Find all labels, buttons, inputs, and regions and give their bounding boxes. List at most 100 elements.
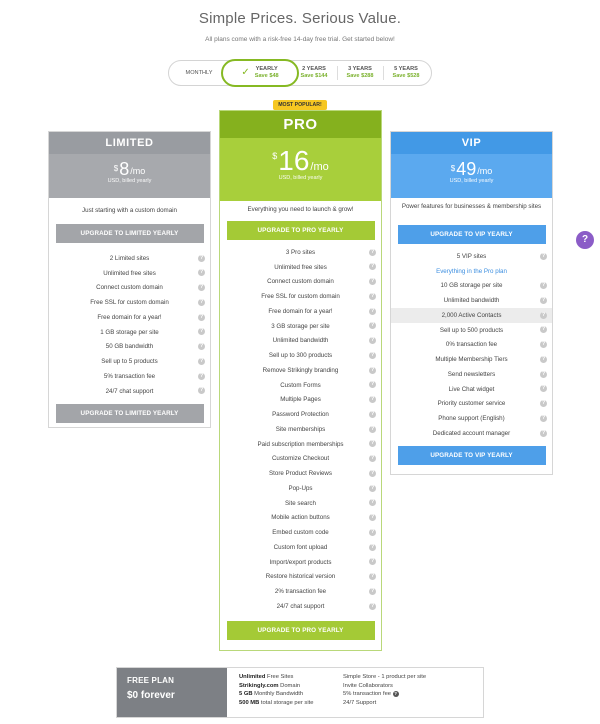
feature-item: Free domain for a year!?	[49, 310, 210, 325]
help-circle-icon[interactable]: ?	[369, 573, 376, 580]
help-circle-icon[interactable]: ?	[369, 381, 376, 389]
help-circle-icon[interactable]: ?	[369, 558, 376, 566]
billing-option-2-years[interactable]: 2 YEARS Save $144	[291, 61, 337, 85]
help-circle-icon[interactable]: ?	[540, 370, 547, 378]
help-circle-icon[interactable]: ?	[369, 248, 376, 256]
feature-item: 0% transaction fee?	[391, 338, 552, 353]
upgrade-limited-button[interactable]: UPGRADE TO LIMITED YEARLY	[55, 224, 204, 243]
help-circle-icon[interactable]: ?	[369, 278, 376, 285]
help-circle-icon[interactable]: ?	[369, 499, 376, 507]
upgrade-pro-button-bottom[interactable]: UPGRADE TO PRO YEARLY	[226, 620, 375, 640]
help-circle-icon[interactable]: ?	[540, 429, 547, 437]
billing-option-5-years[interactable]: 5 YEARS Save $528	[383, 61, 429, 85]
help-circle-icon[interactable]: ?	[198, 313, 205, 321]
help-circle-icon[interactable]: ?	[369, 543, 376, 551]
feature-item: Multiple Pages?	[220, 393, 381, 408]
billing-option-savings: Save $288	[346, 73, 374, 79]
help-circle-icon[interactable]: ?	[369, 292, 376, 300]
price-period: /mo	[130, 166, 146, 176]
feature-label: Unlimited bandwidth	[272, 337, 329, 345]
help-circle-icon[interactable]: ?	[369, 440, 376, 448]
help-circle-icon[interactable]: ?	[369, 469, 376, 477]
help-circle-icon[interactable]: ?	[198, 343, 205, 350]
billing-option-monthly[interactable]: MONTHLY	[173, 61, 225, 85]
help-circle-icon[interactable]: ?	[540, 282, 547, 289]
billing-option-savings: Save $48	[254, 73, 279, 79]
feature-item: Free SSL for custom domain?	[49, 295, 210, 310]
feature-label: Free domain for a year!	[268, 307, 333, 315]
feature-label: Password Protection	[272, 411, 329, 419]
plan-name: VIP	[391, 132, 552, 154]
upgrade-limited-button-bottom[interactable]: UPGRADE TO LIMITED YEARLY	[55, 403, 204, 423]
help-circle-icon[interactable]: ?	[198, 387, 205, 395]
plan-price: $ 16 /mo USD, billed yearly	[220, 138, 381, 201]
help-circle-icon[interactable]: ?	[540, 385, 547, 393]
help-circle-icon[interactable]: ?	[198, 372, 205, 380]
feature-item: 3 Pro sites?	[220, 245, 381, 260]
feature-item: 1 GB storage per site?	[49, 325, 210, 340]
feature-label: Sell up to 300 products	[268, 352, 333, 360]
help-circle-icon[interactable]: ?	[540, 296, 547, 304]
help-circle-icon[interactable]: ?	[198, 328, 205, 336]
help-circle-icon[interactable]: ?	[369, 602, 376, 610]
plan-price: $ 8 /mo USD, billed yearly	[49, 154, 210, 198]
upgrade-pro-button[interactable]: UPGRADE TO PRO YEARLY	[226, 221, 375, 240]
feature-label: 1 GB storage per site	[100, 328, 159, 336]
feature-label: Phone support (English)	[438, 415, 505, 423]
help-circle-icon[interactable]: ?	[369, 322, 376, 330]
help-circle-icon[interactable]: ?	[369, 528, 376, 536]
feature-item: Unlimited bandwidth?	[220, 334, 381, 349]
upgrade-vip-button-bottom[interactable]: UPGRADE TO VIP YEARLY	[397, 445, 546, 465]
help-circle-icon[interactable]: ?	[369, 307, 376, 315]
price-period: /mo	[477, 166, 493, 176]
feature-item: 24/7 chat support?	[220, 599, 381, 614]
help-circle-icon[interactable]: ?	[540, 311, 547, 319]
help-circle-icon[interactable]: ?	[369, 587, 376, 595]
help-circle-icon[interactable]: ?	[369, 366, 376, 374]
help-circle-icon[interactable]: ?	[198, 269, 205, 277]
help-circle-icon[interactable]: ?	[198, 357, 205, 365]
help-circle-icon[interactable]: ?	[540, 414, 547, 422]
free-plan-features-col-2: Simple Store - 1 product per site Invite…	[343, 673, 426, 708]
help-circle-icon[interactable]: ?	[198, 298, 205, 306]
help-circle-icon[interactable]: ?	[369, 396, 376, 403]
upgrade-vip-button[interactable]: UPGRADE TO VIP YEARLY	[397, 225, 546, 244]
help-circle-icon[interactable]: ?	[540, 326, 547, 334]
help-circle-icon[interactable]: ?	[540, 341, 547, 348]
plan-tagline: Power features for businesses & membersh…	[401, 203, 542, 210]
help-circle-icon[interactable]: ?	[369, 425, 376, 433]
feature-item: Restore historical version?	[220, 570, 381, 585]
help-circle-icon[interactable]: ?	[369, 455, 376, 462]
help-circle-icon[interactable]: ?	[198, 284, 205, 291]
free-feature: 24/7 Support	[343, 700, 377, 707]
feature-item: Unlimited free sites?	[220, 260, 381, 275]
free-plan-features-col-1: Unlimited Free Sites Strikingly.com Doma…	[239, 673, 313, 708]
price-currency: $	[113, 164, 119, 173]
help-chat-icon[interactable]: ?	[576, 231, 594, 249]
price-currency: $	[450, 164, 456, 173]
help-circle-icon[interactable]: ?	[540, 355, 547, 363]
feature-item: Dedicated account manager?	[391, 426, 552, 441]
help-circle-icon[interactable]: ?	[369, 484, 376, 492]
feature-item: Site search?	[220, 496, 381, 511]
help-circle-icon[interactable]: ?	[369, 263, 376, 271]
feature-item: Mobile action buttons?	[220, 511, 381, 526]
feature-item: Multiple Membership Tiers?	[391, 352, 552, 367]
price-billing-note: USD, billed yearly	[449, 178, 494, 184]
help-circle-icon[interactable]: ?	[198, 254, 205, 262]
billing-option-yearly[interactable]: ✓ YEARLY Save $48	[221, 59, 299, 87]
help-circle-icon[interactable]: ?	[540, 252, 547, 260]
help-circle-icon[interactable]: ?	[392, 690, 399, 697]
help-circle-icon[interactable]: ?	[369, 514, 376, 521]
plan-tagline: Just starting with a custom domain	[82, 207, 177, 214]
help-circle-icon[interactable]: ?	[369, 410, 376, 418]
feature-label: Sell up to 500 products	[439, 326, 504, 334]
feature-label: Connect custom domain	[267, 278, 334, 286]
help-circle-icon[interactable]: ?	[369, 337, 376, 344]
billing-option-3-years[interactable]: 3 YEARS Save $288	[337, 61, 383, 85]
feature-label: Import/export products	[269, 558, 332, 566]
help-circle-icon[interactable]: ?	[369, 351, 376, 359]
feature-label: 2% transaction fee	[274, 588, 327, 596]
help-circle-icon[interactable]: ?	[540, 400, 547, 407]
feature-item: Unlimited bandwidth?	[391, 293, 552, 308]
